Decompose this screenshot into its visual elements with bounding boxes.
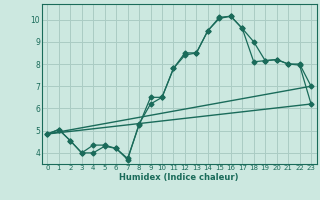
X-axis label: Humidex (Indice chaleur): Humidex (Indice chaleur) <box>119 173 239 182</box>
